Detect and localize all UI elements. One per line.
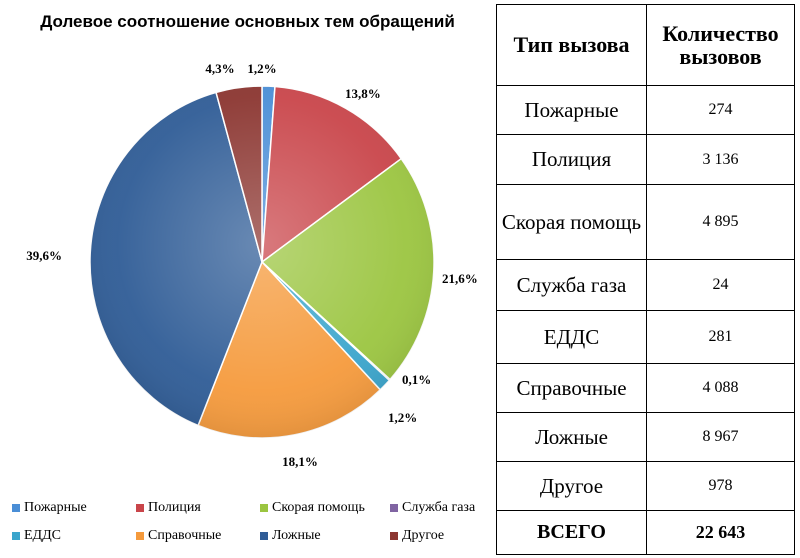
- cell-type: Другое: [496, 461, 647, 511]
- cell-count: 8 967: [646, 412, 795, 462]
- table-total-row: ВСЕГО 22 643: [496, 510, 795, 555]
- cell-type: Скорая помощь: [496, 184, 647, 260]
- table-row: Пожарные 274: [496, 85, 795, 135]
- cell-count: 281: [646, 310, 795, 364]
- cell-type: ЕДДС: [496, 310, 647, 364]
- legend-label: Скорая помощь: [272, 500, 365, 515]
- legend-item-fire: Пожарные: [12, 500, 136, 516]
- legend-swatch: [260, 532, 268, 540]
- cell-type: Полиция: [496, 134, 647, 185]
- table-row: Скорая помощь 4 895: [496, 184, 795, 260]
- cell-type: Ложные: [496, 412, 647, 462]
- legend-item-police: Полиция: [136, 500, 260, 516]
- table-row: Другое 978: [496, 461, 795, 511]
- legend-swatch: [136, 504, 144, 512]
- cell-count: 24: [646, 259, 795, 311]
- legend-label: ЕДДС: [24, 528, 61, 543]
- legend-item-gas: Служба газа: [390, 500, 490, 516]
- table-row: Ложные 8 967: [496, 412, 795, 462]
- chart-title: Долевое соотношение основных тем обращен…: [40, 12, 455, 31]
- table-row: ЕДДС 281: [496, 310, 795, 364]
- legend-label: Ложные: [272, 528, 321, 543]
- data-label-other: 4,3%: [205, 61, 234, 76]
- legend-item-ambulance: Скорая помощь: [260, 500, 390, 516]
- data-label-info: 18,1%: [282, 454, 318, 469]
- legend-label: Справочные: [148, 528, 222, 543]
- cell-type: Пожарные: [496, 85, 647, 135]
- cell-type: Служба газа: [496, 259, 647, 311]
- calls-table: Тип вызова Количество вызовов Пожарные 2…: [496, 4, 795, 555]
- pie-chart: 1,2% 13,8% 21,6% 0,1% 1,2% 18,1% 39,6% 4,3%: [26, 61, 478, 469]
- legend-item-edds: ЕДДС: [12, 528, 136, 544]
- data-label-fire: 1,2%: [247, 61, 276, 76]
- legend-item-other: Другое: [390, 528, 490, 544]
- data-label-ambulance: 21,6%: [442, 271, 478, 286]
- legend-label: Служба газа: [402, 500, 476, 515]
- cell-type: Справочные: [496, 363, 647, 413]
- legend-swatch: [12, 504, 20, 512]
- legend-item-false: Ложные: [260, 528, 390, 544]
- legend-label: Другое: [402, 528, 445, 543]
- legend-swatch: [136, 532, 144, 540]
- cell-count: 4 895: [646, 184, 795, 260]
- cell-count: 3 136: [646, 134, 795, 185]
- table-row: Справочные 4 088: [496, 363, 795, 413]
- data-label-edds: 1,2%: [388, 410, 417, 425]
- chart-legend: Пожарные Полиция Скорая помощь Служба газа Е…: [12, 500, 492, 544]
- data-label-police: 13,8%: [345, 86, 381, 101]
- legend-swatch: [260, 504, 268, 512]
- cell-count: 274: [646, 85, 795, 135]
- cell-count: 4 088: [646, 363, 795, 413]
- data-label-false: 39,6%: [26, 248, 62, 263]
- cell-count: 978: [646, 461, 795, 511]
- legend-label: Полиция: [148, 500, 201, 515]
- legend-item-info: Справочные: [136, 528, 260, 544]
- legend-swatch: [390, 504, 398, 512]
- table-row: Полиция 3 136: [496, 134, 795, 185]
- header-call-count: Количество вызовов: [646, 4, 795, 86]
- cell-total-count: 22 643: [646, 510, 795, 555]
- header-call-type: Тип вызова: [496, 4, 647, 86]
- table-row: Служба газа 24: [496, 259, 795, 311]
- chart-area: 1,2% 13,8% 21,6% 0,1% 1,2% 18,1% 39,6% 4,3% Дол…: [12, 12, 492, 544]
- legend-swatch: [390, 532, 398, 540]
- legend-swatch: [12, 532, 20, 540]
- legend-label: Пожарные: [24, 500, 87, 515]
- data-label-gas: 0,1%: [402, 372, 431, 387]
- cell-total-label: ВСЕГО: [496, 510, 647, 555]
